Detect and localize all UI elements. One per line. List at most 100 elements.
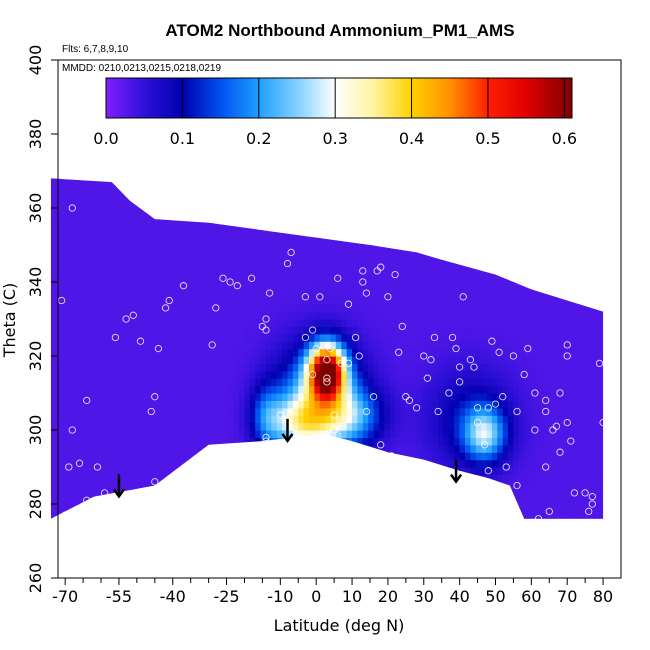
heat-cell	[331, 519, 337, 527]
heat-cell	[325, 378, 332, 387]
heat-cell	[185, 496, 192, 505]
heat-cell	[378, 370, 385, 379]
heat-cell	[314, 259, 321, 268]
heat-cell	[400, 289, 407, 298]
heat-cell	[368, 178, 375, 187]
heat-cell	[416, 407, 423, 416]
heat-cell	[142, 496, 149, 505]
heat-cell	[158, 178, 165, 187]
heat-cell	[50, 422, 57, 431]
heat-cell	[120, 422, 127, 431]
heat-cell	[378, 215, 385, 224]
heat-cell	[131, 237, 138, 246]
heat-cell	[599, 400, 604, 409]
heat-cell	[260, 222, 267, 231]
heat-cell	[136, 185, 143, 194]
heat-cell	[432, 430, 439, 438]
heat-cell	[61, 474, 68, 483]
heat-cell	[513, 415, 520, 424]
heat-cell	[169, 237, 176, 246]
heat-cell	[508, 400, 515, 409]
heat-cell	[443, 511, 450, 519]
heat-cell	[265, 363, 272, 372]
heat-cell	[524, 274, 531, 283]
heat-cell	[491, 178, 498, 187]
heat-cell	[104, 400, 111, 409]
heat-cell	[508, 178, 515, 187]
heat-cell	[400, 311, 407, 320]
heat-cell	[147, 326, 154, 335]
heat-cell	[432, 496, 439, 505]
heat-cell	[174, 259, 181, 268]
heat-cell	[115, 452, 122, 461]
heat-cell	[583, 356, 590, 364]
heat-cell	[190, 459, 197, 468]
heat-cell	[56, 400, 63, 409]
heat-cell	[239, 407, 246, 416]
heat-cell	[309, 363, 315, 372]
heat-cell	[56, 311, 63, 320]
heat-cell	[378, 193, 385, 202]
heat-cell	[384, 267, 391, 276]
heat-cell	[319, 437, 326, 446]
heat-cell	[534, 178, 541, 187]
heat-cell	[524, 193, 531, 202]
heat-cell	[534, 326, 541, 335]
heat-cell	[185, 407, 192, 416]
heat-cell	[427, 282, 434, 290]
heat-cell	[147, 452, 154, 461]
heat-cell	[545, 230, 552, 239]
heat-cell	[438, 215, 445, 224]
heat-cell	[163, 289, 170, 298]
heat-cell	[448, 393, 455, 401]
heat-cell	[126, 430, 133, 438]
heat-cell	[529, 178, 536, 179]
heat-cell	[56, 459, 63, 468]
heat-cell	[83, 474, 90, 483]
heat-cell	[276, 444, 283, 453]
heat-cell	[126, 437, 133, 446]
heat-cell	[368, 178, 375, 179]
heat-cell	[120, 400, 127, 409]
heat-cell	[276, 370, 283, 379]
heat-cell	[136, 237, 143, 246]
heat-cell	[244, 259, 251, 268]
heat-cell	[50, 341, 57, 350]
heat-cell	[508, 481, 515, 490]
heat-cell	[309, 341, 315, 350]
heat-cell	[179, 333, 186, 342]
heat-cell	[104, 363, 111, 372]
heat-cell	[126, 230, 133, 239]
heat-cell	[88, 274, 95, 283]
heat-cell	[104, 452, 111, 461]
heat-cell	[508, 452, 515, 461]
heat-cell	[93, 289, 100, 298]
heat-cell	[459, 252, 466, 261]
heat-cell	[50, 444, 57, 453]
heat-cell	[427, 496, 434, 505]
heat-cell	[309, 200, 315, 209]
heat-cell	[341, 348, 348, 357]
heat-cell	[66, 193, 73, 202]
heat-cell	[378, 393, 385, 401]
heat-cell	[228, 333, 235, 342]
heat-cell	[443, 393, 450, 401]
heat-cell	[83, 459, 90, 468]
heat-cell	[115, 178, 122, 179]
heat-cell	[228, 319, 235, 327]
heat-cell	[249, 370, 256, 379]
heat-cell	[222, 341, 229, 350]
heat-cell	[594, 267, 601, 276]
heat-cell	[163, 415, 170, 424]
heat-cell	[287, 415, 294, 424]
heat-cell	[594, 185, 601, 194]
heat-cell	[217, 430, 224, 438]
heat-cell	[459, 348, 466, 357]
heat-cell	[395, 385, 402, 394]
heat-cell	[459, 304, 466, 313]
heat-cell	[502, 326, 509, 335]
heat-cell	[502, 208, 509, 216]
heat-cell	[66, 333, 73, 342]
heat-cell	[561, 267, 568, 276]
heat-cell	[62, 519, 68, 527]
